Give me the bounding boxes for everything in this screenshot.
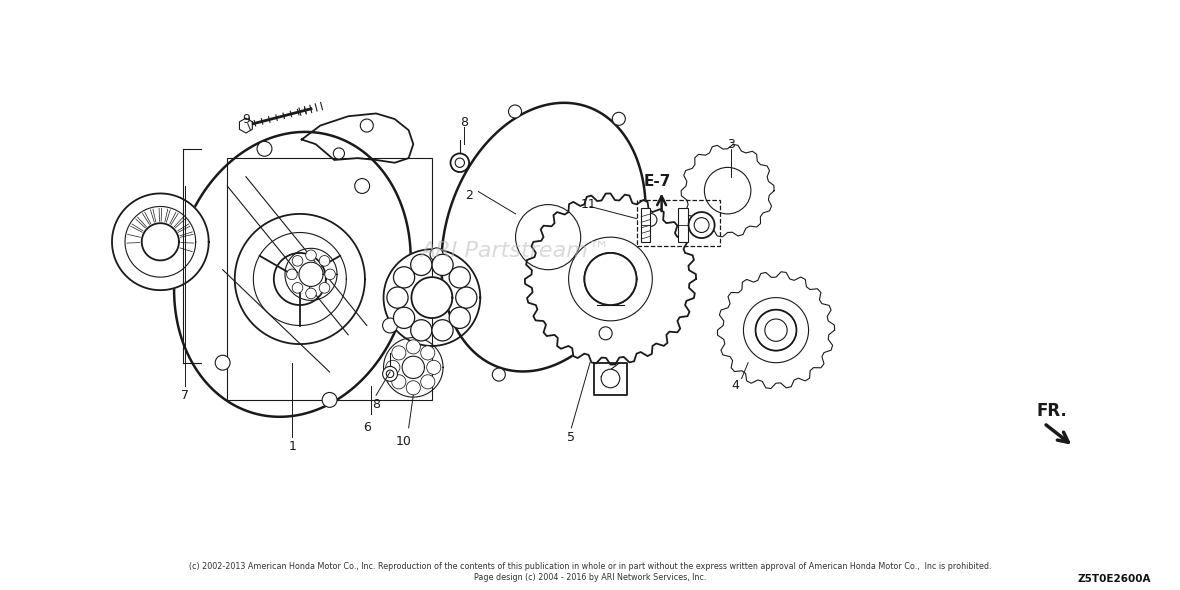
Text: 2: 2 bbox=[465, 189, 473, 202]
Polygon shape bbox=[525, 194, 696, 365]
Circle shape bbox=[411, 254, 432, 276]
Circle shape bbox=[382, 366, 398, 381]
Polygon shape bbox=[286, 265, 314, 293]
Circle shape bbox=[215, 355, 230, 370]
Circle shape bbox=[612, 112, 625, 125]
Polygon shape bbox=[755, 310, 797, 350]
Polygon shape bbox=[717, 272, 834, 389]
Polygon shape bbox=[142, 223, 179, 260]
Circle shape bbox=[322, 392, 337, 407]
Bar bbox=[678, 208, 688, 242]
Text: FR.: FR. bbox=[1036, 402, 1067, 420]
Text: 7: 7 bbox=[182, 389, 190, 402]
Circle shape bbox=[644, 214, 657, 227]
Polygon shape bbox=[681, 145, 774, 237]
Text: Page design (c) 2004 - 2016 by ARI Network Services, Inc.: Page design (c) 2004 - 2016 by ARI Netwo… bbox=[474, 572, 706, 582]
Text: 5: 5 bbox=[568, 431, 576, 444]
Polygon shape bbox=[384, 249, 480, 346]
Circle shape bbox=[392, 346, 406, 360]
Circle shape bbox=[421, 346, 435, 360]
Circle shape bbox=[406, 340, 420, 354]
Circle shape bbox=[427, 360, 441, 375]
Circle shape bbox=[319, 255, 329, 266]
Circle shape bbox=[293, 255, 303, 266]
Bar bbox=[641, 208, 650, 242]
Bar bbox=[228, 158, 432, 400]
Circle shape bbox=[430, 248, 444, 261]
Circle shape bbox=[287, 269, 297, 280]
Circle shape bbox=[406, 381, 420, 395]
Circle shape bbox=[755, 310, 797, 350]
Circle shape bbox=[306, 288, 316, 299]
Circle shape bbox=[324, 269, 335, 280]
Circle shape bbox=[450, 267, 471, 288]
Circle shape bbox=[393, 307, 414, 329]
Polygon shape bbox=[112, 194, 209, 290]
Circle shape bbox=[411, 320, 432, 341]
Text: (c) 2002-2013 American Honda Motor Co., Inc. Reproduction of the contents of thi: (c) 2002-2013 American Honda Motor Co., … bbox=[189, 562, 991, 571]
Text: 11: 11 bbox=[581, 198, 596, 211]
Polygon shape bbox=[594, 363, 628, 395]
Polygon shape bbox=[286, 265, 314, 293]
Text: 8: 8 bbox=[372, 398, 380, 411]
Polygon shape bbox=[402, 356, 425, 379]
Circle shape bbox=[569, 237, 653, 321]
Bar bbox=[636, 200, 720, 247]
Polygon shape bbox=[299, 263, 323, 286]
Polygon shape bbox=[302, 113, 413, 163]
Circle shape bbox=[455, 158, 465, 168]
Circle shape bbox=[386, 370, 394, 378]
Polygon shape bbox=[286, 265, 314, 293]
Circle shape bbox=[421, 375, 435, 389]
Circle shape bbox=[355, 179, 369, 194]
Text: ARI Partstream™: ARI Partstream™ bbox=[420, 241, 611, 261]
Polygon shape bbox=[284, 248, 337, 300]
Polygon shape bbox=[441, 103, 645, 372]
Circle shape bbox=[694, 218, 709, 232]
Circle shape bbox=[689, 212, 715, 238]
Text: 6: 6 bbox=[363, 421, 371, 434]
Circle shape bbox=[455, 287, 477, 308]
Circle shape bbox=[319, 283, 329, 293]
Text: E-7: E-7 bbox=[643, 174, 670, 189]
Circle shape bbox=[293, 283, 303, 293]
Polygon shape bbox=[712, 175, 743, 206]
Text: 1: 1 bbox=[288, 440, 296, 453]
Circle shape bbox=[704, 168, 750, 214]
Circle shape bbox=[765, 319, 787, 341]
Polygon shape bbox=[384, 337, 442, 397]
Circle shape bbox=[601, 369, 620, 388]
Circle shape bbox=[492, 368, 505, 381]
Text: 10: 10 bbox=[396, 435, 412, 448]
Circle shape bbox=[382, 318, 398, 333]
Polygon shape bbox=[175, 132, 411, 417]
Polygon shape bbox=[286, 265, 314, 293]
Circle shape bbox=[393, 267, 414, 288]
Circle shape bbox=[509, 105, 522, 118]
Circle shape bbox=[333, 148, 345, 159]
Polygon shape bbox=[412, 277, 452, 318]
Circle shape bbox=[450, 307, 471, 329]
Text: 4: 4 bbox=[732, 379, 739, 392]
Circle shape bbox=[584, 253, 636, 305]
Text: Z5T0E2600A: Z5T0E2600A bbox=[1077, 575, 1150, 584]
Circle shape bbox=[387, 287, 408, 308]
Circle shape bbox=[392, 375, 406, 389]
Circle shape bbox=[432, 254, 453, 276]
Circle shape bbox=[306, 250, 316, 261]
Text: 8: 8 bbox=[460, 116, 468, 129]
Polygon shape bbox=[584, 253, 636, 305]
Text: 3: 3 bbox=[727, 137, 735, 150]
Circle shape bbox=[599, 327, 612, 340]
Circle shape bbox=[257, 142, 271, 156]
Circle shape bbox=[386, 360, 400, 375]
Text: 9: 9 bbox=[242, 113, 250, 126]
Circle shape bbox=[451, 153, 470, 172]
Circle shape bbox=[432, 320, 453, 341]
Circle shape bbox=[360, 119, 373, 132]
Polygon shape bbox=[240, 118, 253, 133]
